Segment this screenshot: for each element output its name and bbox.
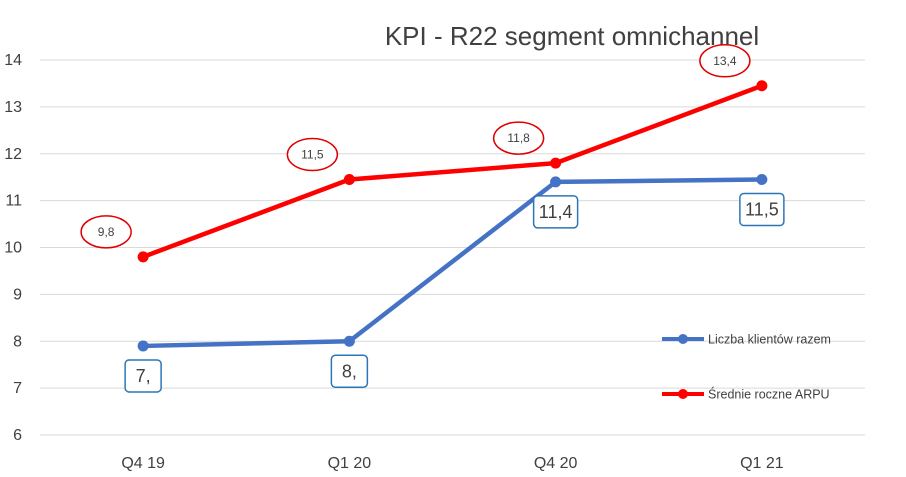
data-label-bubble — [492, 121, 545, 155]
data-labels: 9,8 11,5 11,8 13,4 7, 8, 11,4 11,5 — [80, 44, 785, 393]
data-point — [343, 174, 355, 186]
data-label-box — [124, 359, 162, 393]
data-label: 11,8 — [507, 131, 530, 145]
data-label-box — [739, 192, 785, 227]
y-tick-label: 9 — [13, 286, 22, 303]
legend-marker — [678, 389, 688, 399]
data-point — [756, 80, 768, 92]
data-label: 8, — [342, 361, 357, 381]
y-axis-tick-labels: 6 7 8 9 10 11 12 13 14 — [4, 52, 22, 444]
y-tick-label: 7 — [13, 380, 22, 397]
chart-title: KPI - R22 segment omnichannel — [385, 21, 759, 51]
data-label-box — [532, 195, 579, 229]
y-tick-label: 13 — [4, 99, 22, 116]
data-label: 13,4 — [713, 54, 737, 68]
data-label: 11,4 — [539, 202, 573, 222]
legend-label: Średnie roczne ARPU — [708, 387, 830, 402]
x-tick-label: Q4 20 — [534, 455, 578, 472]
data-label-box — [330, 354, 369, 388]
y-tick-label: 8 — [13, 333, 22, 350]
gridlines — [40, 59, 865, 436]
data-label: 7, — [136, 366, 151, 386]
data-label-bubble — [80, 215, 132, 249]
data-label: 9,8 — [98, 225, 115, 239]
y-tick-label: 14 — [4, 52, 22, 69]
y-tick-label: 11 — [5, 193, 22, 210]
data-label: 11,5 — [745, 200, 779, 220]
series-line — [140, 177, 765, 349]
data-label: 11,5 — [301, 148, 324, 162]
data-point — [550, 157, 562, 169]
data-label-bubble — [286, 137, 339, 172]
data-point — [756, 174, 768, 186]
series-line — [140, 83, 765, 260]
data-point — [550, 176, 562, 188]
y-tick-label: 12 — [4, 146, 22, 163]
y-tick-label: 6 — [13, 427, 22, 444]
legend: Liczba klientów razem Średnie roczne ARPU — [662, 333, 831, 402]
x-axis-tick-labels: Q4 19 Q1 20 Q4 20 Q1 21 — [121, 455, 783, 472]
data-point — [343, 335, 355, 347]
x-tick-label: Q1 20 — [328, 455, 372, 472]
data-point — [137, 251, 149, 263]
legend-label: Liczba klientów razem — [708, 333, 831, 347]
legend-marker — [678, 334, 688, 344]
data-point — [137, 340, 149, 352]
x-tick-label: Q4 19 — [121, 455, 165, 472]
x-tick-label: Q1 21 — [740, 455, 784, 472]
series-lines — [137, 80, 768, 352]
data-label-bubble — [699, 44, 751, 78]
y-tick-label: 10 — [4, 240, 22, 257]
